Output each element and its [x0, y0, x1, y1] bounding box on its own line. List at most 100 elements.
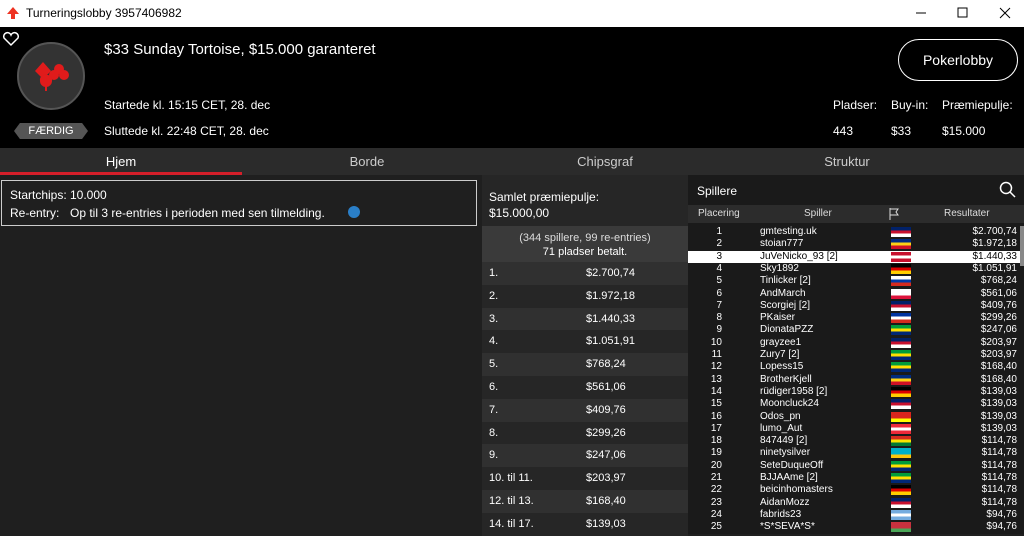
title-bar: Turneringslobby 3957406982: [0, 0, 1024, 27]
player-result: $114,78: [981, 496, 1017, 508]
player-row[interactable]: 7 Scorgiej [2] $409,76: [688, 300, 1020, 312]
prize-place: 4.: [489, 335, 499, 348]
player-flag: [891, 239, 911, 250]
player-name: *S*SEVA*S*: [760, 521, 815, 533]
player-result: $768,24: [980, 275, 1017, 287]
prize-place: 5.: [489, 358, 499, 371]
player-row[interactable]: 9 DionataPZZ $247,06: [688, 324, 1020, 336]
window-controls[interactable]: [900, 0, 1024, 27]
player-name: SeteDuqueOff: [760, 459, 824, 471]
player-name: AndMarch: [760, 287, 806, 299]
prize-row: 10. til 11. $203,97: [482, 467, 688, 490]
player-rank: 13: [710, 373, 722, 385]
info-icon[interactable]: [348, 206, 360, 218]
player-flag: [891, 374, 911, 385]
prize-amount: $561,06: [586, 381, 626, 393]
player-row[interactable]: 18 847449 [2] $114,78: [688, 435, 1020, 447]
prize-row: 2. $1.972,18: [482, 284, 688, 308]
player-row[interactable]: 12 Lopess15 $168,40: [688, 361, 1020, 373]
player-result: $247,06: [980, 324, 1017, 336]
prize-amount: $1.051,91: [586, 335, 635, 348]
prize-place: 7.: [489, 403, 499, 416]
prize-row: 1. $2.700,74: [482, 262, 688, 285]
player-row[interactable]: 8 PKaiser $299,26: [688, 312, 1020, 324]
player-rank: 16: [710, 410, 722, 422]
flag-column-icon: [889, 208, 899, 220]
player-rank: 20: [710, 459, 722, 471]
player-rank: 5: [716, 275, 722, 287]
prize-amount: $1.440,33: [586, 312, 635, 325]
prize-amount: $139,03: [586, 517, 626, 530]
player-rank: 21: [710, 472, 722, 483]
player-row[interactable]: 2 stoian777 $1.972,18: [688, 238, 1020, 250]
favorite-icon[interactable]: [2, 31, 20, 47]
places-paid: 71 pladser betalt.: [542, 246, 628, 258]
info-label: Re-entry:: [10, 206, 60, 220]
player-row[interactable]: 3 JuVeNicko_93 [2] $1.440,33: [688, 250, 1020, 263]
player-name: gmtesting.uk: [760, 226, 817, 237]
tab[interactable]: Struktur: [824, 154, 870, 169]
tab-bar: Hjem Borde Chipsgraf Struktur: [0, 148, 1024, 175]
player-row[interactable]: 1 gmtesting.uk $2.700,74: [688, 226, 1020, 238]
player-row[interactable]: 21 BJJAAme [2] $114,78: [688, 472, 1020, 484]
player-row[interactable]: 17 lumo_Aut $139,03: [688, 423, 1020, 435]
column-header[interactable]: Spiller: [804, 208, 832, 219]
player-result: $139,03: [980, 398, 1017, 410]
player-row[interactable]: 22 beicinhomasters $114,78: [688, 484, 1020, 496]
column-header[interactable]: Resultater: [944, 208, 990, 219]
prize-place: 3.: [489, 312, 499, 325]
tab[interactable]: Borde: [349, 154, 385, 169]
tab[interactable]: Chipsgraf: [577, 154, 633, 169]
player-row[interactable]: 24 fabrids23 $94,76: [688, 509, 1020, 521]
player-flag: [891, 423, 911, 434]
player-flag: [891, 362, 911, 373]
player-row[interactable]: 4 Sky1892 $1.051,91: [688, 263, 1020, 275]
player-row[interactable]: 11 Zury7 [2] $203,97: [688, 349, 1020, 361]
prize-amount: $1.972,18: [586, 289, 635, 302]
player-name: stoian777: [760, 238, 804, 250]
player-row[interactable]: 15 Mooncluck24 $139,03: [688, 398, 1020, 410]
player-row[interactable]: 23 AidanMozz $114,78: [688, 497, 1020, 509]
player-row[interactable]: 16 Odos_pn $139,03: [688, 411, 1020, 423]
info-value: 10.000: [70, 188, 107, 202]
prize-panel: Samlet præmiepulje: $15.000,00 (344 spil…: [482, 175, 688, 536]
player-row[interactable]: 14 rüdiger1958 [2] $139,03: [688, 386, 1020, 398]
player-row[interactable]: 19 ninetysilver $114,78: [688, 447, 1020, 459]
player-result: $114,78: [981, 447, 1017, 459]
header: FÆRDIG $33 Sunday Tortoise, $15.000 gara…: [0, 27, 1024, 148]
player-result: $1.972,18: [972, 238, 1018, 250]
player-flag: [891, 497, 911, 508]
prize-place: 8.: [489, 426, 499, 439]
player-row[interactable]: 20 SeteDuqueOff $114,78: [688, 460, 1020, 472]
player-row[interactable]: 25 *S*SEVA*S* $94,76: [688, 521, 1020, 533]
stat-value: 443: [833, 124, 854, 138]
player-row[interactable]: 13 BrotherKjell $168,40: [688, 374, 1020, 386]
player-result: $168,40: [980, 373, 1017, 385]
player-result: $114,78: [981, 435, 1017, 447]
players-title: Spillere: [697, 184, 738, 198]
player-result: $139,03: [980, 410, 1017, 422]
player-rank: 18: [710, 435, 722, 447]
info-value: Op til 3 re-entries i perioden med sen t…: [70, 206, 325, 220]
player-flag: [891, 227, 911, 237]
player-name: JuVeNicko_93 [2]: [760, 250, 838, 262]
prize-row: 12. til 13. $168,40: [482, 490, 688, 513]
prize-amount: $299,26: [586, 426, 626, 439]
prize-summary: (344 spillere, 99 re-entries): [519, 232, 651, 244]
start-time: Startede kl. 15:15 CET, 28. dec: [104, 98, 271, 112]
lobby-button[interactable]: Pokerlobby: [898, 39, 1018, 81]
app-icon: [7, 7, 19, 19]
player-result: $94,76: [986, 508, 1017, 520]
players-header: Placering Spiller Resultater: [688, 205, 1024, 223]
player-name: BJJAAme [2]: [760, 472, 818, 483]
stat-label: Buy-in:: [891, 98, 929, 112]
column-header[interactable]: Placering: [698, 208, 740, 219]
player-row[interactable]: 5 Tinlicker [2] $768,24: [688, 275, 1020, 287]
player-flag: [891, 473, 911, 483]
end-time: Sluttede kl. 22:48 CET, 28. dec: [104, 124, 269, 138]
player-row[interactable]: 10 grayzee1 $203,97: [688, 337, 1020, 349]
search-icon[interactable]: [999, 181, 1017, 199]
player-flag: [891, 522, 911, 533]
tab[interactable]: Hjem: [0, 148, 242, 175]
player-row[interactable]: 6 AndMarch $561,06: [688, 288, 1020, 300]
